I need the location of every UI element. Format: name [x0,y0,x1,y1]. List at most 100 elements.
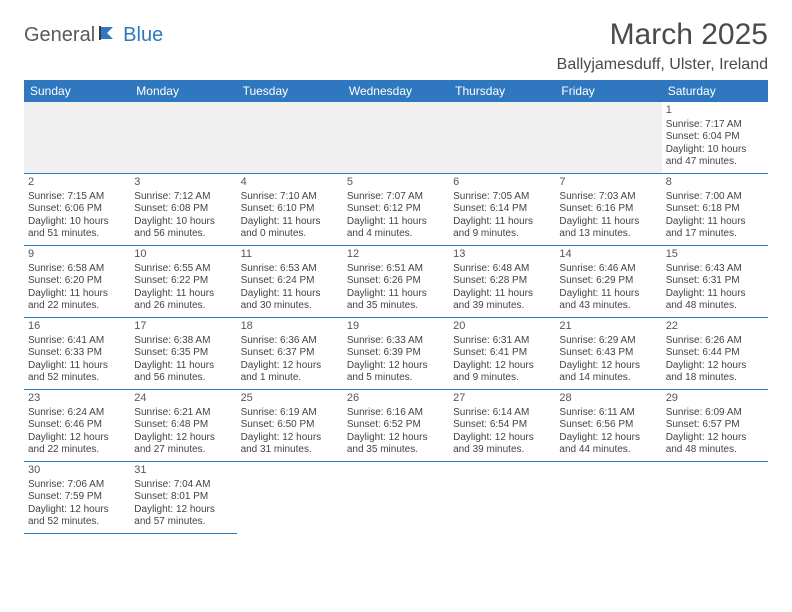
logo: General Blue [24,24,163,47]
sunrise-text: Sunrise: 6:19 AM [241,407,339,420]
sunset-text: Sunset: 6:10 PM [241,203,339,216]
sunrise-text: Sunrise: 6:41 AM [28,335,126,348]
sunset-text: Sunset: 6:48 PM [134,419,232,432]
sunset-text: Sunset: 6:52 PM [347,419,445,432]
sunset-text: Sunset: 6:31 PM [666,275,764,288]
calendar-cell: 31Sunrise: 7:04 AMSunset: 8:01 PMDayligh… [130,461,236,533]
sunrise-text: Sunrise: 6:51 AM [347,263,445,276]
sunrise-text: Sunrise: 7:12 AM [134,191,232,204]
daylight-text: Daylight: 12 hours and 27 minutes. [134,432,232,457]
sunrise-text: Sunrise: 6:31 AM [453,335,551,348]
calendar-week: 9Sunrise: 6:58 AMSunset: 6:20 PM Daylight… [24,245,768,317]
sunrise-text: Sunrise: 6:33 AM [347,335,445,348]
calendar-week: 2Sunrise: 7:15 AMSunset: 6:06 PMDaylight… [24,173,768,245]
sunset-text: Sunset: 6:18 PM [666,203,764,216]
sunset-text: Sunset: 6:28 PM [453,275,551,288]
calendar-cell: 11Sunrise: 6:53 AMSunset: 6:24 PMDayligh… [237,245,343,317]
sunset-text: Sunset: 6:41 PM [453,347,551,360]
sunset-text: Sunset: 6:35 PM [134,347,232,360]
calendar-cell: 25Sunrise: 6:19 AMSunset: 6:50 PMDayligh… [237,389,343,461]
day-header: Monday [130,80,236,102]
daylight-text: Daylight: 11 hours and 0 minutes. [241,216,339,241]
calendar-cell: 27Sunrise: 6:14 AMSunset: 6:54 PMDayligh… [449,389,555,461]
day-number: 4 [241,176,339,190]
sunrise-text: Sunrise: 6:16 AM [347,407,445,420]
calendar-table: Sunday Monday Tuesday Wednesday Thursday… [24,80,768,534]
logo-text-blue: Blue [123,24,163,47]
sunrise-text: Sunrise: 6:29 AM [559,335,657,348]
calendar-cell: 24Sunrise: 6:21 AMSunset: 6:48 PMDayligh… [130,389,236,461]
day-number: 6 [453,176,551,190]
sunrise-text: Sunrise: 7:04 AM [134,479,232,492]
sunrise-text: Sunrise: 6:11 AM [559,407,657,420]
logo-text-dark: General [24,24,95,47]
daylight-text: Daylight: 11 hours and 39 minutes. [453,288,551,313]
sunrise-text: Sunrise: 6:53 AM [241,263,339,276]
calendar-cell: 15Sunrise: 6:43 AMSunset: 6:31 PMDayligh… [662,245,768,317]
calendar-cell: 22Sunrise: 6:26 AMSunset: 6:44 PMDayligh… [662,317,768,389]
sunset-text: Sunset: 6:29 PM [559,275,657,288]
calendar-week: 1Sunrise: 7:17 AMSunset: 6:04 PMDaylight… [24,102,768,173]
daylight-text: Daylight: 12 hours and 18 minutes. [666,360,764,385]
sunrise-text: Sunrise: 6:38 AM [134,335,232,348]
calendar-cell: 4Sunrise: 7:10 AMSunset: 6:10 PMDaylight… [237,173,343,245]
day-header: Wednesday [343,80,449,102]
calendar-cell: 19Sunrise: 6:33 AMSunset: 6:39 PMDayligh… [343,317,449,389]
daylight-text: Daylight: 12 hours and 9 minutes. [453,360,551,385]
day-number: 22 [666,320,764,334]
calendar-cell [449,461,555,533]
daylight-text: Daylight: 12 hours and 44 minutes. [559,432,657,457]
day-number: 17 [134,320,232,334]
day-number: 16 [28,320,126,334]
sunset-text: Sunset: 6:14 PM [453,203,551,216]
location-text: Ballyjamesduff, Ulster, Ireland [557,56,768,74]
day-number: 28 [559,392,657,406]
day-number: 1 [666,104,764,118]
daylight-text: Daylight: 12 hours and 31 minutes. [241,432,339,457]
daylight-text: Daylight: 10 hours and 51 minutes. [28,216,126,241]
sunrise-text: Sunrise: 6:26 AM [666,335,764,348]
day-number: 3 [134,176,232,190]
sunrise-text: Sunrise: 6:14 AM [453,407,551,420]
day-number: 20 [453,320,551,334]
calendar-cell [130,102,236,173]
day-number: 12 [347,248,445,262]
calendar-cell: 8Sunrise: 7:00 AMSunset: 6:18 PMDaylight… [662,173,768,245]
sunset-text: Sunset: 6:20 PM [28,275,126,288]
daylight-text: Daylight: 12 hours and 39 minutes. [453,432,551,457]
sunrise-text: Sunrise: 7:15 AM [28,191,126,204]
calendar-cell [343,102,449,173]
sunset-text: Sunset: 6:12 PM [347,203,445,216]
daylight-text: Daylight: 12 hours and 48 minutes. [666,432,764,457]
day-number: 9 [28,248,126,262]
day-number: 2 [28,176,126,190]
sunset-text: Sunset: 6:37 PM [241,347,339,360]
sunrise-text: Sunrise: 6:46 AM [559,263,657,276]
day-number: 8 [666,176,764,190]
day-number: 7 [559,176,657,190]
day-header: Sunday [24,80,130,102]
calendar-cell: 12Sunrise: 6:51 AMSunset: 6:26 PMDayligh… [343,245,449,317]
daylight-text: Daylight: 11 hours and 26 minutes. [134,288,232,313]
sunset-text: Sunset: 6:46 PM [28,419,126,432]
calendar-cell: 2Sunrise: 7:15 AMSunset: 6:06 PMDaylight… [24,173,130,245]
sunrise-text: Sunrise: 7:03 AM [559,191,657,204]
calendar-cell: 13Sunrise: 6:48 AMSunset: 6:28 PMDayligh… [449,245,555,317]
sunrise-text: Sunrise: 6:21 AM [134,407,232,420]
sunset-text: Sunset: 6:26 PM [347,275,445,288]
sunrise-text: Sunrise: 6:58 AM [28,263,126,276]
calendar-cell: 29Sunrise: 6:09 AMSunset: 6:57 PMDayligh… [662,389,768,461]
calendar-cell [24,102,130,173]
calendar-cell [555,102,661,173]
sunset-text: Sunset: 6:08 PM [134,203,232,216]
calendar-cell: 10Sunrise: 6:55 AMSunset: 6:22 PMDayligh… [130,245,236,317]
sunset-text: Sunset: 6:56 PM [559,419,657,432]
calendar-cell: 21Sunrise: 6:29 AMSunset: 6:43 PMDayligh… [555,317,661,389]
day-number: 15 [666,248,764,262]
daylight-text: Daylight: 12 hours and 52 minutes. [28,504,126,529]
sunrise-text: Sunrise: 7:10 AM [241,191,339,204]
sunrise-text: Sunrise: 7:06 AM [28,479,126,492]
page-title: March 2025 [557,18,768,52]
daylight-text: Daylight: 11 hours and 9 minutes. [453,216,551,241]
daylight-text: Daylight: 11 hours and 13 minutes. [559,216,657,241]
